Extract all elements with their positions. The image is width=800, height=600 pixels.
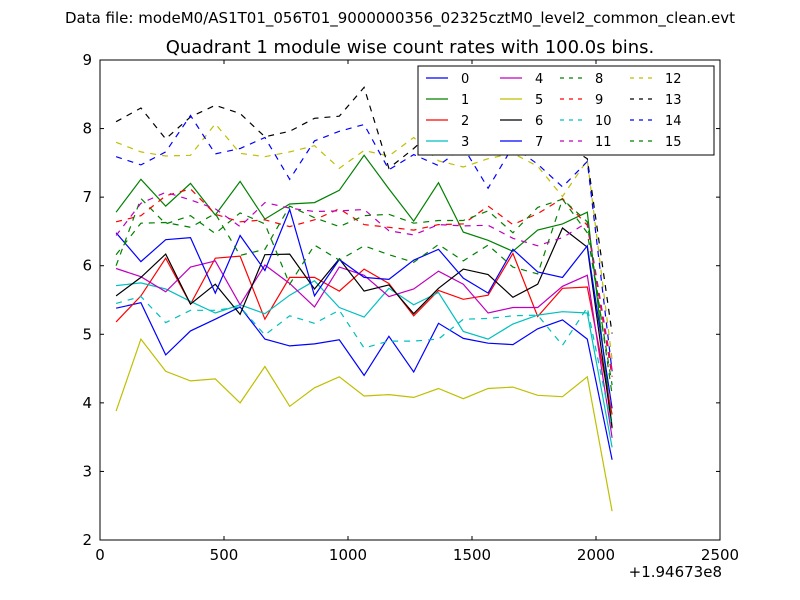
y-tick-label: 5: [82, 325, 92, 343]
y-tick-label: 2: [82, 531, 92, 549]
series-line-7: [115, 207, 613, 409]
y-tick-label: 3: [82, 462, 92, 480]
legend-label: 7: [535, 135, 543, 150]
x-tick-label: 2000: [577, 546, 615, 564]
legend-label: 15: [665, 135, 682, 150]
plot-frame: [99, 59, 721, 541]
x-tick-label: 1000: [329, 546, 367, 564]
legend-item-14: 14: [630, 114, 682, 129]
axis-ticks: 0 500 1000 1500 2000 2500 2 3 4 5 6 7 8 9: [82, 51, 739, 564]
y-tick-label: 8: [82, 120, 92, 138]
figure-suptitle: Data file: modeM0/AS1T01_056T01_90000003…: [64, 9, 736, 27]
legend-item-11: 11: [560, 135, 612, 150]
legend-item-1: 1: [426, 93, 469, 108]
legend-item-4: 4: [500, 72, 543, 87]
legend-item-8: 8: [560, 72, 603, 87]
legend-label: 13: [665, 93, 682, 108]
legend-item-6: 6: [500, 114, 543, 129]
legend-item-7: 7: [500, 135, 543, 150]
legend-label: 8: [595, 72, 603, 87]
legend-label: 12: [665, 72, 682, 87]
legend-item-3: 3: [426, 135, 469, 150]
x-tick-label: 0: [95, 546, 105, 564]
series-line-11: [115, 191, 613, 370]
series-line-5: [115, 337, 613, 512]
series-line-12: [115, 122, 613, 360]
series-line-9: [115, 188, 613, 377]
legend-item-10: 10: [560, 114, 612, 129]
series-line-6: [115, 227, 613, 429]
y-tick-label: 4: [82, 394, 92, 412]
series-lines: [115, 86, 613, 512]
x-offset-label: +1.94673e8: [629, 563, 722, 581]
series-line-3: [116, 280, 613, 448]
y-tick-label: 9: [82, 51, 92, 69]
legend-item-15: 15: [630, 135, 682, 150]
legend-item-0: 0: [426, 72, 469, 87]
series-line-1: [115, 154, 613, 427]
legend-label: 3: [461, 135, 469, 150]
legend-item-2: 2: [426, 114, 469, 129]
legend-label: 14: [665, 114, 682, 129]
legend-label: 2: [461, 114, 469, 129]
legend-label: 4: [535, 72, 543, 87]
series-line-2: [115, 252, 613, 415]
x-tick-label: 2500: [701, 546, 739, 564]
legend-box: [417, 65, 715, 156]
y-tick-label: 7: [82, 188, 92, 206]
legend-item-12: 12: [630, 72, 682, 87]
legend-label: 5: [535, 93, 543, 108]
legend-label: 10: [595, 114, 612, 129]
legend-label: 9: [595, 93, 603, 108]
legend-label: 6: [535, 114, 543, 129]
x-tick-label: 500: [210, 546, 239, 564]
x-tick-label: 1500: [453, 546, 491, 564]
series-line-10: [115, 295, 613, 429]
series-line-13: [115, 86, 613, 334]
chart-title: Quadrant 1 module wise count rates with …: [165, 37, 655, 58]
series-line-4: [115, 260, 613, 438]
legend-label: 11: [595, 135, 612, 150]
series-line-8: [115, 197, 613, 386]
legend-label: 0: [461, 72, 469, 87]
series-line-0: [115, 302, 613, 460]
legend-label: 1: [461, 93, 469, 108]
y-tick-label: 6: [82, 257, 92, 275]
series-line-15: [115, 198, 613, 395]
legend-item-5: 5: [500, 93, 543, 108]
legend-item-9: 9: [560, 93, 603, 108]
legend-item-13: 13: [630, 93, 682, 108]
series-line-14: [115, 114, 613, 372]
